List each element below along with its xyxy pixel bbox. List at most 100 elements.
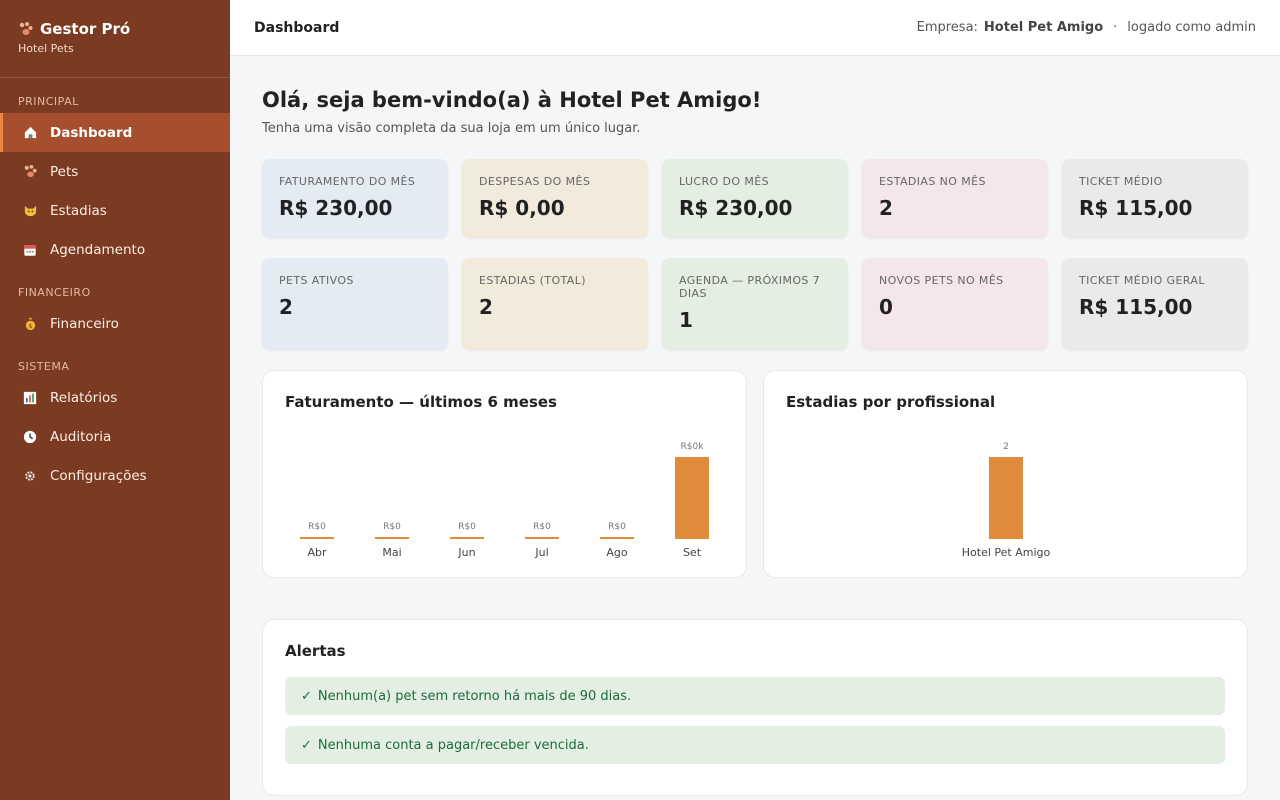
sidebar-item-relatorios[interactable]: Relatórios (0, 378, 230, 417)
check-icon: ✓ (301, 688, 312, 704)
sidebar-item-label: Estadias (50, 202, 107, 219)
kpi-label: DESPESAS DO MÊS (479, 175, 591, 188)
sidebar-item-label: Auditoria (50, 428, 112, 445)
alert-item: ✓ Nenhuma conta a pagar/receber vencida. (285, 726, 1225, 764)
sidebar-item-financeiro[interactable]: $ Financeiro (0, 304, 230, 343)
kpi-value: 2 (279, 295, 293, 319)
sidebar-item-auditoria[interactable]: Auditoria (0, 417, 230, 456)
chart-bar (989, 457, 1023, 539)
revenue-chart-panel: Faturamento — últimos 6 meses R$0 Abr R$0 M… (262, 370, 747, 578)
kpi-card: PETS ATIVOS 2 (262, 258, 448, 350)
stays-chart-title: Estadias por profissional (786, 393, 996, 411)
alerts-panel: Alertas ✓ Nenhum(a) pet sem retorno há m… (262, 619, 1248, 796)
money-bag-icon: $ (22, 316, 38, 332)
separator: · (1113, 20, 1118, 35)
chart-tick-label: Ago (606, 546, 628, 559)
company-name: Hotel Pet Amigo (983, 20, 1104, 35)
chart-bar (375, 537, 409, 539)
kpi-label: ESTADIAS (TOTAL) (479, 274, 586, 287)
chart-bar (675, 457, 709, 539)
sidebar-item-configuracoes[interactable]: Configurações (0, 456, 230, 495)
kpi-value: 0 (879, 295, 893, 319)
kpi-card: DESPESAS DO MÊS R$ 0,00 (462, 159, 648, 238)
chart-bar (300, 537, 334, 539)
kpi-value: R$ 230,00 (279, 196, 393, 220)
sidebar-item-label: Financeiro (50, 315, 119, 332)
chart-data-label: R$0k (681, 442, 705, 452)
welcome-subtitle: Tenha uma visão completa da sua loja em … (262, 121, 641, 136)
chart-tick-label: Jun (457, 546, 475, 559)
kpi-value: R$ 0,00 (479, 196, 565, 220)
chart-data-label: R$0 (608, 522, 626, 532)
chart-bar (600, 537, 634, 539)
topbar: Dashboard Empresa: Hotel Pet Amigo · log… (230, 0, 1280, 56)
alert-text: Nenhum(a) pet sem retorno há mais de 90 … (317, 688, 632, 704)
chart-bar (525, 537, 559, 539)
chart-tick-label: Abr (307, 546, 327, 559)
chart-data-label: R$0 (308, 522, 326, 532)
kpi-value: R$ 115,00 (1079, 295, 1193, 319)
kpi-card: NOVOS PETS NO MÊS 0 (862, 258, 1048, 350)
sidebar-item-label: Relatórios (50, 389, 118, 406)
sidebar: Gestor Pró Hotel Pets PRINCIPAL Dashboar… (0, 0, 230, 800)
brand: Gestor Pró Hotel Pets (0, 0, 230, 78)
kpi-label: TICKET MÉDIO (1079, 175, 1163, 188)
kpi-value: 2 (879, 196, 893, 220)
kpi-label: FATURAMENTO DO MÊS (279, 175, 416, 188)
kpi-value: R$ 230,00 (679, 196, 793, 220)
alerts-title: Alertas (285, 642, 346, 660)
kpi-value: 1 (679, 308, 693, 332)
chart-tick-label: Jul (534, 546, 548, 559)
page-title: Dashboard (254, 19, 340, 36)
home-icon (22, 125, 38, 141)
logged-user: logado como admin (1127, 20, 1256, 35)
kpi-row-1: FATURAMENTO DO MÊS R$ 230,00 DESPESAS DO… (262, 159, 1248, 238)
gear-icon (22, 468, 38, 484)
kpi-card: ESTADIAS (TOTAL) 2 (462, 258, 648, 350)
kpi-value: R$ 115,00 (1079, 196, 1193, 220)
section-label-financeiro: FINANCEIRO (18, 286, 91, 299)
kpi-label: PETS ATIVOS (279, 274, 354, 287)
check-icon: ✓ (301, 737, 312, 753)
kpi-label: LUCRO DO MÊS (679, 175, 769, 188)
session-info: Empresa: Hotel Pet Amigo · logado como a… (917, 20, 1256, 35)
chart-tick-label: Mai (382, 546, 401, 559)
kpi-label: TICKET MÉDIO GERAL (1079, 274, 1205, 287)
kpi-card: TICKET MÉDIO GERAL R$ 115,00 (1062, 258, 1248, 350)
kpi-card: ESTADIAS NO MÊS 2 (862, 159, 1048, 238)
sidebar-item-label: Dashboard (50, 124, 133, 141)
sidebar-item-label: Configurações (50, 467, 147, 484)
kpi-label: NOVOS PETS NO MÊS (879, 274, 1004, 287)
section-label-sistema: SISTEMA (18, 360, 70, 373)
chart-tick-label: Hotel Pet Amigo (962, 546, 1051, 559)
chart-data-label: 2 (1003, 442, 1009, 452)
welcome-title: Olá, seja bem-vindo(a) à Hotel Pet Amigo… (262, 88, 762, 112)
kpi-card: LUCRO DO MÊS R$ 230,00 (662, 159, 848, 238)
sidebar-item-dashboard[interactable]: Dashboard (0, 113, 230, 152)
kpi-label: AGENDA — PRÓXIMOS 7 DIAS (679, 274, 821, 300)
clock-icon (22, 429, 38, 445)
bar-chart-icon (22, 390, 38, 406)
sidebar-item-estadias[interactable]: Estadias (0, 191, 230, 230)
chart-data-label: R$0 (383, 522, 401, 532)
stays-chart-panel: Estadias por profissional 2 Hotel Pet Ami… (763, 370, 1248, 578)
sidebar-item-label: Agendamento (50, 241, 146, 258)
calendar-icon (22, 242, 38, 258)
revenue-chart: R$0 Abr R$0 Mai R$0 Jun R$0 Jul R$0 Ago R$0k Set (300, 442, 709, 559)
pet-face-icon (22, 203, 38, 219)
chart-data-label: R$0 (533, 522, 551, 532)
chart-data-label: R$0 (458, 522, 476, 532)
brand-subtitle: Hotel Pets (18, 42, 74, 55)
main-content: Olá, seja bem-vindo(a) à Hotel Pet Amigo… (230, 56, 1280, 800)
kpi-value: 2 (479, 295, 493, 319)
kpi-label: ESTADIAS NO MÊS (879, 175, 986, 188)
kpi-card: TICKET MÉDIO R$ 115,00 (1062, 159, 1248, 238)
paw-icon (18, 21, 34, 37)
kpi-card: AGENDA — PRÓXIMOS 7 DIAS 1 (662, 258, 848, 350)
sidebar-item-agendamento[interactable]: Agendamento (0, 230, 230, 269)
sidebar-item-pets[interactable]: Pets (0, 152, 230, 191)
sidebar-item-label: Pets (50, 163, 79, 180)
chart-tick-label: Set (683, 546, 702, 559)
brand-title: Gestor Pró (40, 20, 131, 38)
kpi-card: FATURAMENTO DO MÊS R$ 230,00 (262, 159, 448, 238)
